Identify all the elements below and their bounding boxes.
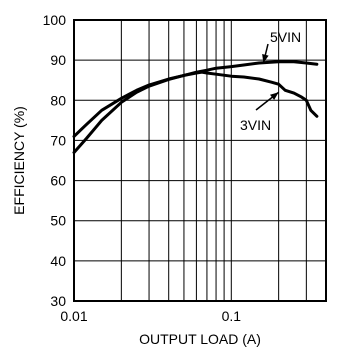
y-tick-label: 30 — [50, 293, 66, 309]
y-tick-label: 90 — [50, 52, 66, 68]
y-axis-label: EFFICIENCY (%) — [11, 106, 27, 215]
series-label-5vin: 5VIN — [270, 29, 301, 45]
y-tick-label: 60 — [50, 173, 66, 189]
series-layer — [72, 60, 319, 154]
series-label-3vin: 3VIN — [240, 117, 271, 133]
series-line-5vin — [72, 60, 319, 154]
x-tick-label: 0.1 — [222, 308, 242, 324]
tick-layer: 30 40 50 60 70 80 90 100 0.01 0.1 — [43, 12, 242, 324]
grid-layer — [74, 20, 326, 301]
y-tick-label: 100 — [43, 12, 67, 28]
plot-frame — [73, 19, 327, 302]
annotation-arrow-head — [270, 92, 279, 101]
x-axis-label: OUTPUT LOAD (A) — [139, 331, 261, 347]
y-tick-label: 50 — [50, 213, 66, 229]
annotation-layer: 5VIN 3VIN — [240, 29, 301, 133]
annotation-arrow-head — [262, 54, 269, 63]
y-tick-label: 80 — [50, 92, 66, 108]
y-tick-label: 40 — [50, 253, 66, 269]
x-tick-label: 0.01 — [60, 308, 87, 324]
y-tick-label: 70 — [50, 132, 66, 148]
series-line-3vin — [72, 70, 319, 138]
